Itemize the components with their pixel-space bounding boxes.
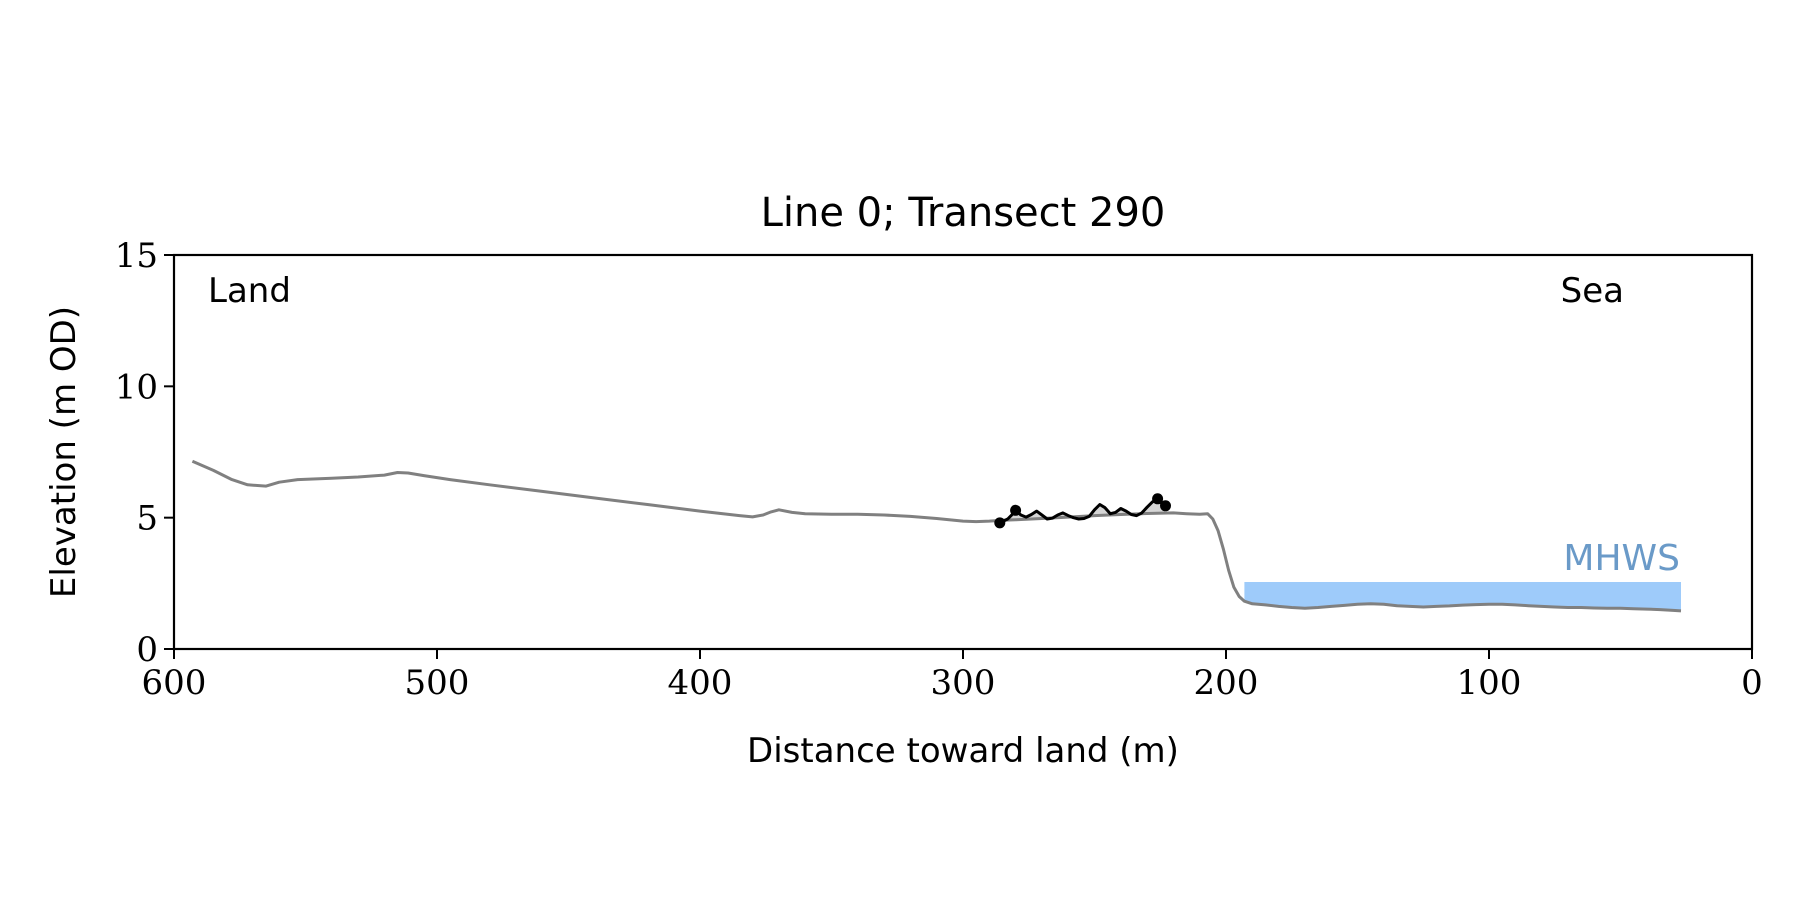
x-tick-label-600: 600	[142, 663, 207, 703]
elevation-profile-line	[191, 459, 1682, 613]
axis-ticks: 600 500 400 300 200 100 0 0 5 10 15	[115, 236, 1763, 703]
x-axis-label: Distance toward land (m)	[747, 731, 1179, 771]
y-tick-label-15: 15	[115, 236, 158, 276]
plot-layer	[191, 459, 1682, 613]
marker-point-3	[1160, 500, 1171, 512]
land-label: Land	[208, 271, 291, 311]
y-tick-label-10: 10	[115, 367, 158, 407]
marker-point-2	[1152, 493, 1164, 505]
y-tick-label-0: 0	[136, 630, 158, 670]
chart-title: Line 0; Transect 290	[761, 190, 1166, 236]
y-axis-label: Elevation (m OD)	[44, 306, 84, 598]
x-tick-label-300: 300	[931, 663, 996, 703]
highlight-segment-line	[999, 497, 1167, 525]
x-tick-label-400: 400	[668, 663, 733, 703]
x-tick-label-200: 200	[1194, 663, 1259, 703]
marker-point-1	[1010, 504, 1022, 516]
sea-label: Sea	[1561, 271, 1624, 311]
highlight-shading	[999, 498, 1166, 523]
x-tick-label-500: 500	[405, 663, 470, 703]
y-tick-label-5: 5	[136, 499, 158, 539]
mhws-label: MHWS	[1563, 538, 1680, 579]
x-tick-label-0: 0	[1741, 663, 1763, 703]
x-tick-label-100: 100	[1457, 663, 1522, 703]
marker-point-0	[994, 517, 1006, 529]
